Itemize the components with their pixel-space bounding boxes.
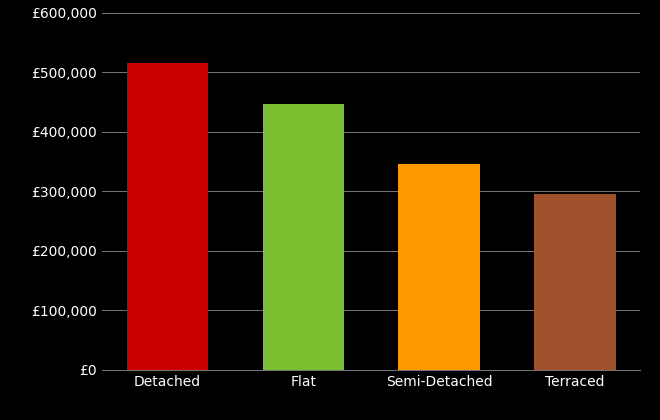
Bar [399,164,480,370]
Bar [127,63,209,370]
Bar [534,194,616,370]
Bar [263,104,344,370]
